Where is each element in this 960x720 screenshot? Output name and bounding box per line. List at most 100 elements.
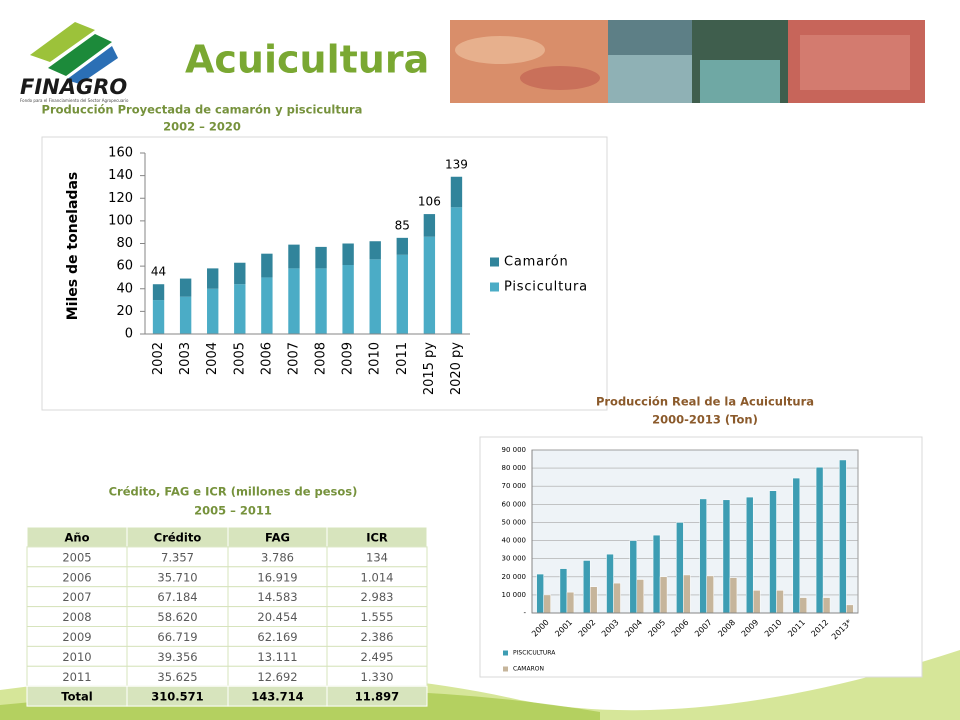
table-text: 35.710 [157,570,197,584]
y-tick-label: 70 000 [502,482,527,490]
bar [729,577,738,614]
bar-segment [179,278,192,297]
table-text: 2010 [62,650,91,664]
x-tick-label: 2007 [286,342,301,375]
plot-area [531,449,859,614]
table-text: 12.692 [257,670,297,684]
table-text: 66.719 [157,630,197,644]
table-text: Año [65,530,90,544]
bar-segment [261,277,273,334]
table-text: 7.357 [161,550,194,564]
x-tick-label: 2003 [178,342,193,375]
table-text: 20.454 [257,610,297,624]
photos [450,20,925,103]
y-tick-label: 100 [108,213,133,228]
legend-label: CAMARON [513,666,544,673]
bar-segment [152,300,165,334]
y-tick-label: 60 [116,259,133,274]
table-text: 3.786 [261,550,294,564]
bar-segment [261,253,273,278]
table-text: 2007 [62,590,91,604]
x-tick-label: 2015 py [422,342,437,395]
bar-segment [423,236,436,334]
data-label: 44 [151,265,166,279]
bar [699,498,707,614]
bar [846,604,854,614]
table-text: 58.620 [157,610,197,624]
legend-label: Piscicultura [504,280,588,295]
data-label: 139 [445,157,468,171]
bar-segment [369,259,381,334]
x-tick-label: 2011 [395,342,410,375]
legend-label: Camarón [504,255,569,270]
table-cell [326,685,428,707]
y-tick-label: 120 [108,191,133,206]
bar [722,499,731,614]
y-tick-label: 80 000 [502,464,527,472]
y-tick-label: - [523,609,526,617]
table-text: ICR [366,530,388,544]
table-text: 2006 [62,570,91,584]
x-tick-label: 2020 py [449,342,464,395]
bar-segment [396,237,408,255]
table-text: 143.714 [251,690,303,704]
bar [752,590,761,614]
data-label: 106 [418,195,441,209]
bar [815,466,824,614]
bar-segment [234,284,246,334]
y-tick-label: 0 [125,327,133,342]
chart-title: Producción Real de la Acuicultura [596,395,814,409]
bar [582,560,591,614]
table-text: 11.897 [355,690,399,704]
legend-swatch [503,650,508,656]
bar [776,590,784,614]
table-text: Total [61,690,92,704]
y-tick-label: 60 000 [502,500,527,508]
page-title: Acuicultura [185,38,429,82]
bar-segment [152,284,165,301]
y-tick-label: 20 [116,304,133,319]
logo-tagline: Fondo para el Financiamiento del Sector … [20,98,129,103]
bar [839,459,847,614]
table-text: 14.583 [257,590,297,604]
bar-segment [234,262,246,285]
bar [536,573,544,614]
bar [589,586,598,614]
table-text: Crédito [154,530,202,544]
table-text: 2008 [62,610,91,624]
logo-text: FINAGRO [20,75,127,99]
y-axis-label: Miles de toneladas [65,172,81,320]
bar-segment [342,243,354,265]
table-text: 1.014 [361,570,394,584]
y-tick-label: 40 000 [502,537,527,545]
chart-title: Producción Proyectada de camarón y pisci… [42,103,363,117]
bar-segment [288,244,300,269]
table-subtitle: 2005 – 2011 [194,504,272,518]
table-text: 67.184 [157,590,197,604]
bar-segment [369,241,381,260]
chart-subtitle: 2002 – 2020 [163,120,241,134]
bar [706,575,714,614]
bar-segment [423,214,436,237]
y-tick-label: 160 [108,146,133,161]
bar [559,568,568,614]
bar [683,574,691,614]
x-tick-label: 2009 [341,342,356,375]
x-tick-label: 2002 [151,342,166,375]
bar-segment [207,268,219,289]
x-tick-label: 2008 [314,342,329,375]
bar [659,576,668,614]
table-text: FAG [265,530,290,544]
chart-subtitle: 2000-2013 (Ton) [652,413,758,427]
logo: FINAGRO Fondo para el Financiamiento del… [20,22,129,103]
table-text: 310.571 [151,690,203,704]
legend-swatch [503,666,508,672]
table-text: 2011 [62,670,91,684]
bar [652,534,661,614]
bar [792,477,801,614]
y-tick-label: 40 [116,281,133,296]
table-text: 2.386 [361,630,394,644]
bar [745,496,754,614]
y-tick-label: 80 [116,236,133,251]
